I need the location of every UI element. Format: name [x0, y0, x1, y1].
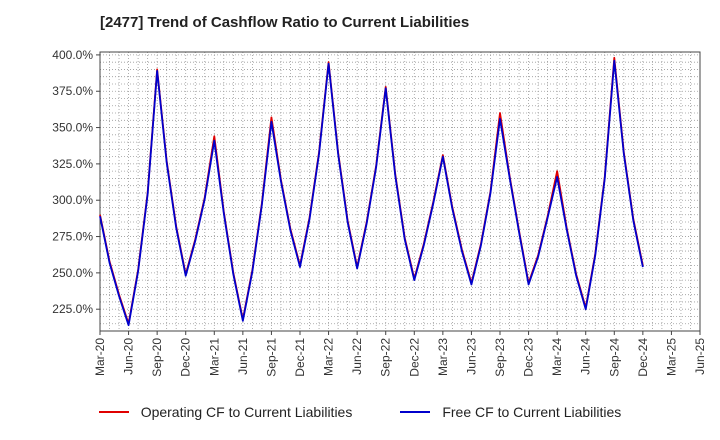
y-tick-label: 375.0%: [52, 84, 93, 98]
y-tick-label: 275.0%: [52, 230, 93, 244]
legend-swatch-free-cf: [400, 411, 431, 413]
legend-item-operating-cf[interactable]: Operating CF to Current Liabilities: [98, 404, 353, 420]
x-tick-label: Dec-21: [293, 338, 307, 377]
x-tick-label: Sep-21: [264, 338, 278, 377]
x-tick-label: Dec-23: [522, 338, 536, 377]
legend-label-operating-cf: Operating CF to Current Liabilities: [140, 404, 353, 420]
x-tick-label: Sep-22: [379, 338, 393, 377]
x-tick-label: Mar-24: [550, 338, 564, 376]
legend-swatch-operating-cf: [98, 411, 129, 413]
x-axis: Mar-20 Jun-20 Sep-20 Dec-20 Mar-21 Jun-21 Sep-…: [93, 331, 707, 377]
x-tick-label: Mar-25: [664, 338, 678, 376]
x-tick-label: Jun-21: [236, 338, 250, 375]
x-tick-label: Jun-24: [579, 338, 593, 375]
y-tick-label: 400.0%: [52, 48, 93, 62]
y-tick-label: 300.0%: [52, 193, 93, 207]
y-tick-label: 225.0%: [52, 302, 93, 316]
series-line-free-cf: [99, 59, 644, 327]
x-tick-label: Mar-21: [207, 338, 221, 376]
x-tick-label: Dec-22: [407, 338, 421, 377]
x-tick-label: Jun-20: [122, 338, 136, 375]
x-tick-label: Sep-24: [607, 338, 621, 377]
x-tick-label: Jun-22: [350, 338, 364, 375]
y-axis: 225.0% 250.0% 275.0% 300.0% 325.0% 350.0% 375.…: [52, 48, 100, 316]
x-tick-label: Jun-23: [464, 338, 478, 375]
grid: [100, 52, 700, 331]
legend: Operating CF to Current Liabilities Free…: [0, 404, 720, 420]
y-tick-label: 325.0%: [52, 157, 93, 171]
x-tick-label: Dec-24: [636, 338, 650, 377]
chart-title: [2477] Trend of Cashflow Ratio to Curren…: [100, 14, 470, 31]
x-tick-label: Dec-20: [179, 338, 193, 377]
x-tick-label: Mar-22: [322, 338, 336, 376]
x-tick-label: Sep-20: [150, 338, 164, 377]
series: [99, 56, 644, 327]
x-tick-label: Jun-25: [693, 338, 707, 375]
x-tick-label: Sep-23: [493, 338, 507, 377]
y-tick-label: 350.0%: [52, 121, 93, 135]
y-tick-label: 250.0%: [52, 266, 93, 280]
legend-label-free-cf: Free CF to Current Liabilities: [442, 404, 622, 420]
plot-frame: [99, 51, 701, 332]
legend-item-free-cf[interactable]: Free CF to Current Liabilities: [400, 404, 621, 420]
x-tick-label: Mar-23: [436, 338, 450, 376]
x-tick-label: Mar-20: [93, 338, 107, 376]
